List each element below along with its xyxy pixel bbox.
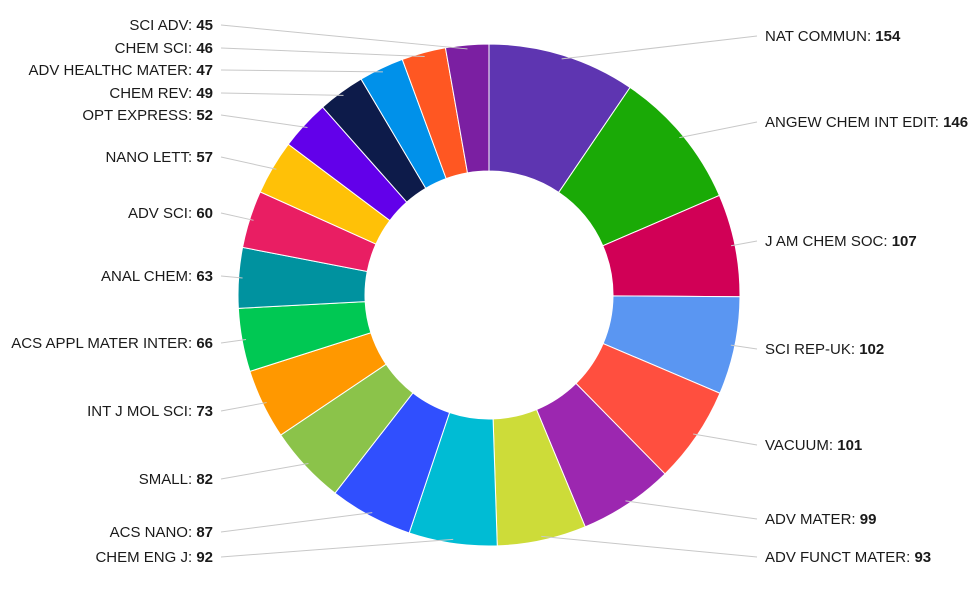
- data-label-anal-chem: ANAL CHEM: 63: [101, 268, 213, 285]
- leader-line-chem-rev: [220, 92, 344, 96]
- data-label-small: SMALL: 82: [139, 471, 213, 488]
- data-label-vacuum: VACUUM: 101: [765, 437, 862, 454]
- leader-line-chem-eng-j: [220, 538, 454, 558]
- leader-line-nano-lett: [220, 156, 277, 170]
- leader-line-adv-mater: [625, 500, 758, 520]
- data-label-j-am-chem-soc: J AM CHEM SOC: 107: [765, 233, 917, 250]
- leader-line-adv-sci: [220, 212, 254, 221]
- data-label-adv-sci: ADV SCI: 60: [128, 205, 213, 222]
- leader-line-sci-rep-uk: [730, 344, 758, 350]
- data-label-chem-eng-j: CHEM ENG J: 92: [95, 549, 213, 566]
- leader-line-int-j-mol-sci: [220, 402, 267, 412]
- leader-lines-group: [220, 24, 758, 558]
- data-label-adv-funct-mater: ADV FUNCT MATER: 93: [765, 549, 931, 566]
- data-label-nat-commun: NAT COMMUN: 154: [765, 28, 901, 45]
- data-label-opt-express: OPT EXPRESS: 52: [82, 107, 213, 124]
- leader-line-sci-adv: [220, 24, 468, 50]
- leader-line-acs-nano: [220, 512, 373, 533]
- data-label-adv-healthc-mater: ADV HEALTHC MATER: 47: [29, 62, 214, 79]
- leader-line-anal-chem: [220, 275, 243, 279]
- data-label-sci-adv: SCI ADV: 45: [129, 17, 213, 34]
- leader-line-adv-funct-mater: [541, 535, 758, 558]
- leader-line-acs-appl-mater-inter: [220, 339, 247, 344]
- slice-sci-adv[interactable]: [444, 43, 490, 174]
- data-label-angew-chem-int-edit: ANGEW CHEM INT EDIT: 146: [765, 114, 968, 131]
- data-label-adv-mater: ADV MATER: 99: [765, 511, 876, 528]
- leader-line-adv-healthc-mater: [220, 69, 383, 73]
- data-labels-group: NAT COMMUN: 154 ANGEW CHEM INT EDIT: 146 J…: [11, 17, 968, 566]
- data-label-sci-rep-uk: SCI REP-UK: 102: [765, 341, 884, 358]
- slices-group: [237, 43, 741, 547]
- data-label-chem-rev: CHEM REV: 49: [109, 85, 213, 102]
- data-label-chem-sci: CHEM SCI: 46: [115, 40, 213, 57]
- data-label-acs-appl-mater-inter: ACS APPL MATER INTER: 66: [11, 335, 213, 352]
- data-label-int-j-mol-sci: INT J MOL SCI: 73: [87, 403, 213, 420]
- leader-line-small: [220, 463, 309, 480]
- data-label-acs-nano: ACS NANO: 87: [110, 524, 213, 541]
- data-label-nano-lett: NANO LETT: 57: [105, 149, 213, 166]
- leader-line-vacuum: [693, 433, 758, 446]
- leader-line-j-am-chem-soc: [730, 240, 758, 247]
- leader-line-nat-commun: [561, 35, 758, 60]
- leader-line-chem-sci: [220, 47, 425, 58]
- leader-line-opt-express: [220, 114, 308, 129]
- leader-line-angew-chem-int-edit: [679, 121, 758, 139]
